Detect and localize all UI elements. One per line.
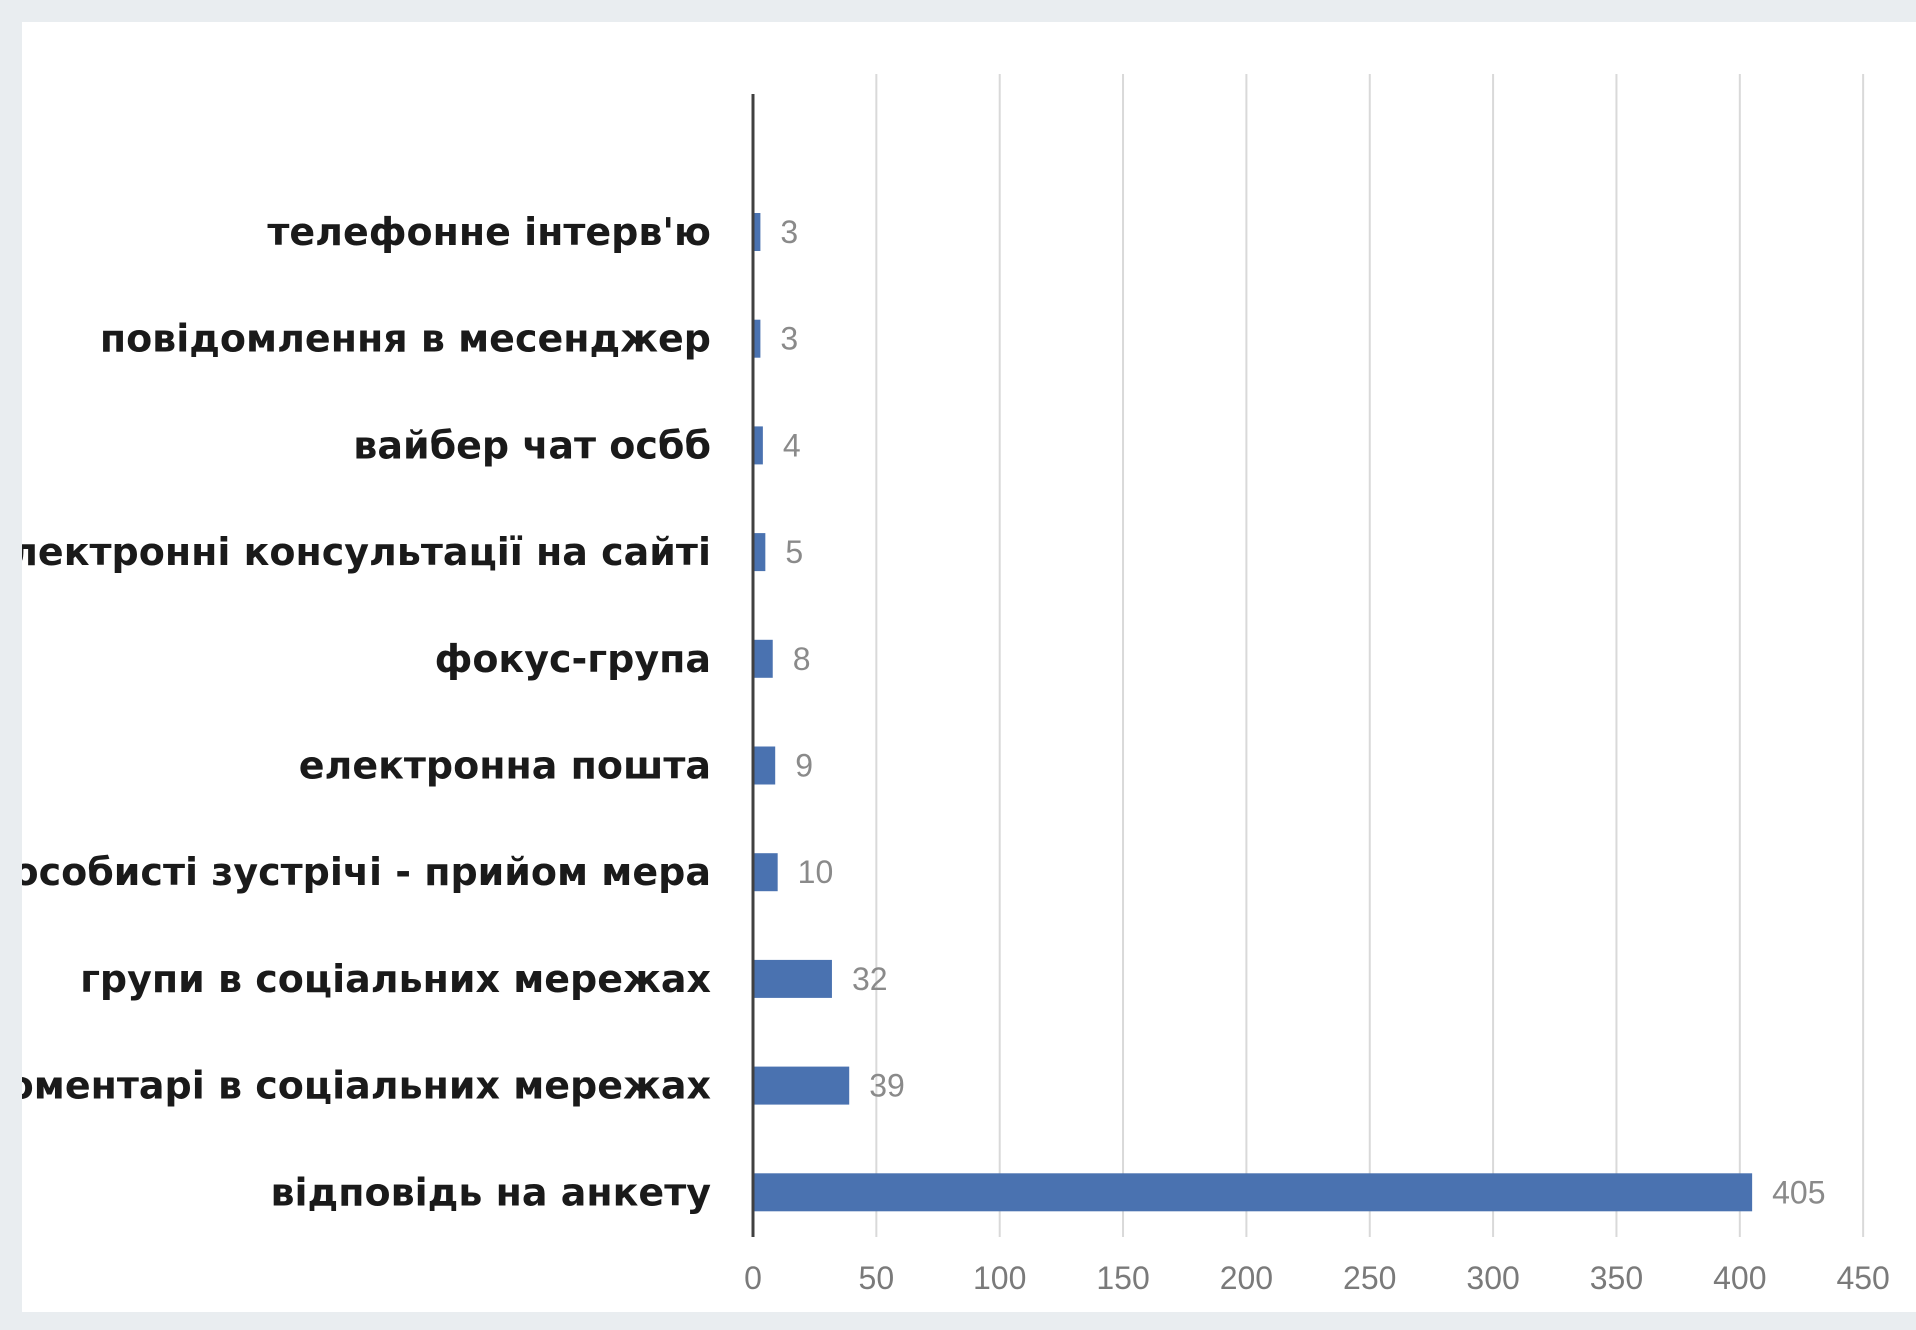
bar <box>753 746 776 785</box>
x-tick-label: 0 <box>744 1260 762 1296</box>
bar <box>753 639 773 678</box>
x-tick-label: 300 <box>1466 1260 1519 1296</box>
data-label: 3 <box>780 321 798 357</box>
x-tick-label: 100 <box>973 1260 1026 1296</box>
bar <box>753 1173 1753 1212</box>
bar <box>753 1066 850 1105</box>
x-axis-tick-labels: 0 50 100 150 200 250 300 350 400 450 <box>744 1260 1890 1296</box>
x-tick-label: 400 <box>1713 1260 1766 1296</box>
bar <box>753 426 763 465</box>
data-label: 10 <box>798 854 834 890</box>
category-label: групи в соціальних мережах <box>80 957 711 1001</box>
chart-frame: телефонне інтерв'ю повідомлення в месендж… <box>22 22 1916 1312</box>
bar <box>753 319 761 358</box>
gridlines <box>875 74 1865 1237</box>
category-labels: телефонне інтерв'ю повідомлення в месендж… <box>22 210 711 1214</box>
bars <box>753 213 1753 1212</box>
x-tick-label: 450 <box>1836 1260 1889 1296</box>
category-label: особисті зустрічі - прийом мера <box>22 850 711 894</box>
x-tick-label: 200 <box>1220 1260 1273 1296</box>
bar <box>753 533 766 572</box>
data-label: 4 <box>783 427 801 463</box>
category-label: відповідь на анкету <box>270 1170 711 1214</box>
bar <box>753 853 778 892</box>
data-label: 405 <box>1772 1174 1825 1210</box>
bar-chart: телефонне інтерв'ю повідомлення в месендж… <box>22 74 1890 1296</box>
category-label: повідомлення в месенджер <box>100 317 711 361</box>
bar <box>753 959 832 998</box>
category-label: коментарі в соціальних мережах <box>22 1064 711 1108</box>
category-label: електронна пошта <box>299 744 711 788</box>
data-labels: 3 3 4 5 8 9 10 32 39 405 <box>780 214 1825 1210</box>
data-label: 32 <box>852 961 888 997</box>
x-tick-label: 150 <box>1096 1260 1149 1296</box>
category-label: телефонне інтерв'ю <box>267 210 711 254</box>
data-label: 5 <box>785 534 803 570</box>
data-label: 9 <box>795 748 813 784</box>
category-label: вайбер чат осбб <box>353 423 711 467</box>
data-label: 8 <box>793 641 811 677</box>
x-tick-label: 350 <box>1590 1260 1643 1296</box>
data-label: 3 <box>780 214 798 250</box>
category-label: електронні консультації на сайті <box>22 530 711 574</box>
bar <box>753 213 761 251</box>
x-tick-label: 250 <box>1343 1260 1396 1296</box>
x-tick-label: 50 <box>859 1260 895 1296</box>
category-label: фокус-група <box>435 637 711 681</box>
data-label: 39 <box>869 1068 905 1104</box>
